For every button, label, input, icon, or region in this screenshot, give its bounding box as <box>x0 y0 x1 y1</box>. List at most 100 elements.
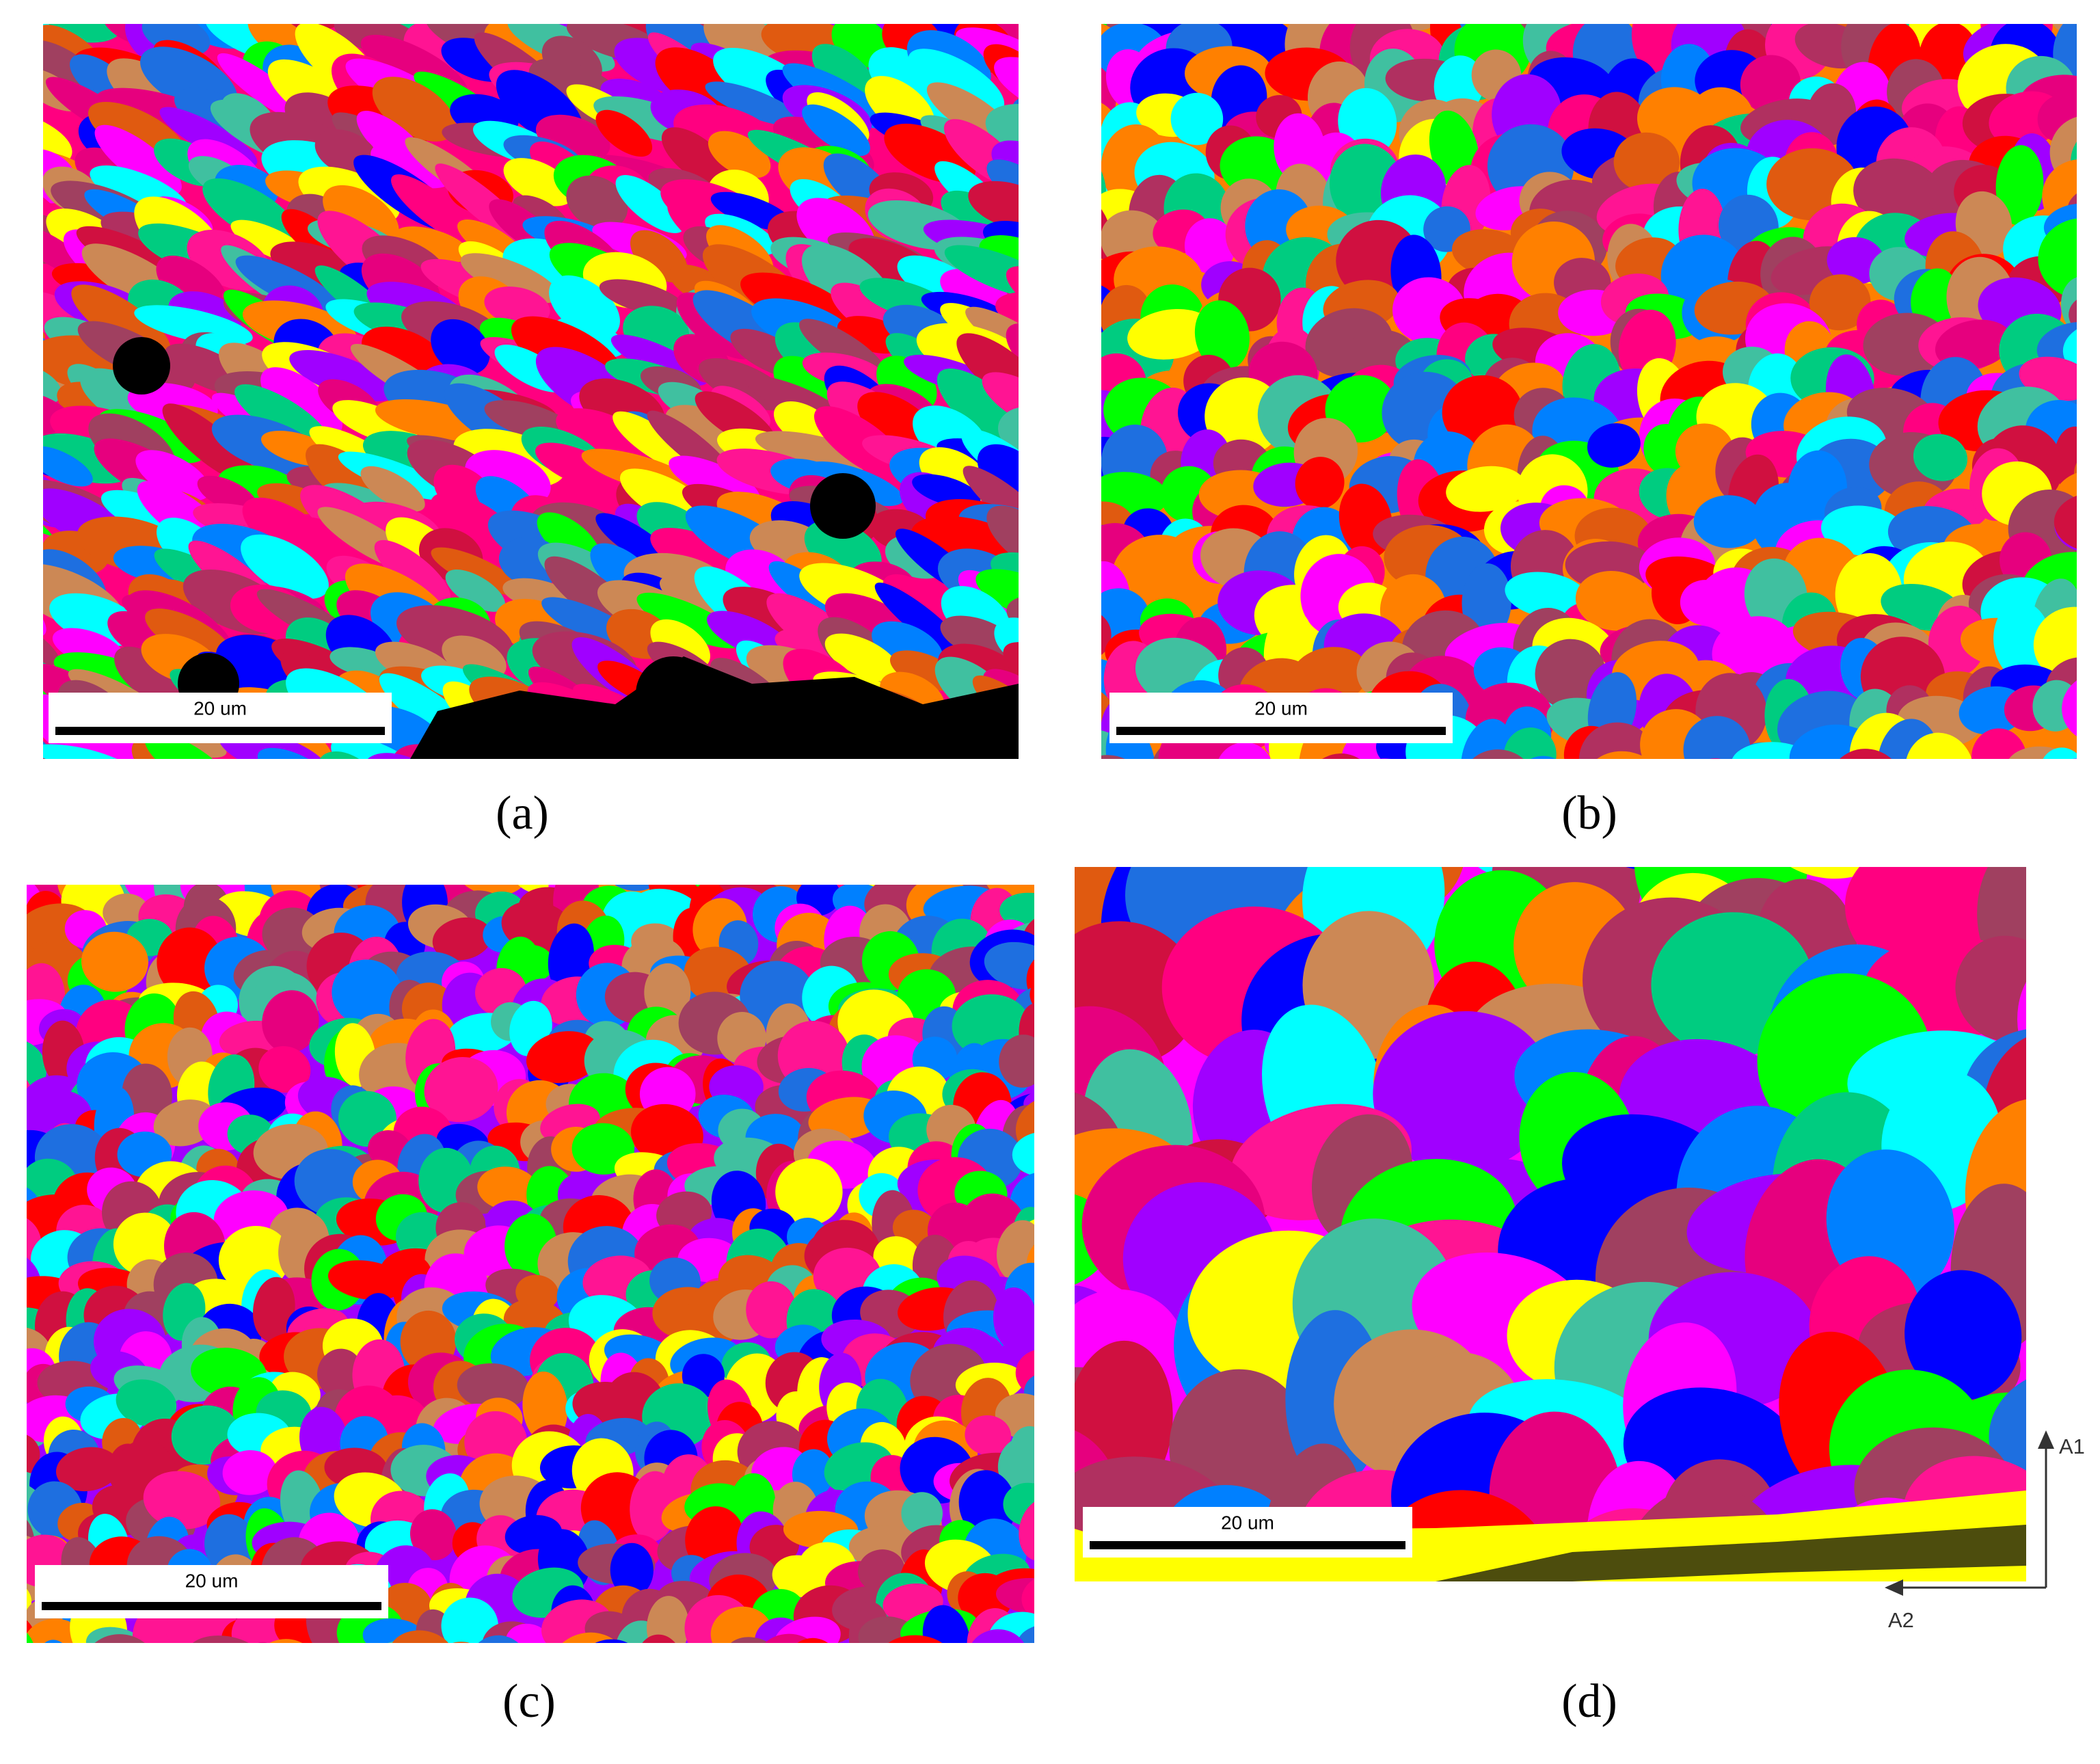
grain <box>0 731 10 805</box>
grain <box>1295 457 1345 509</box>
pore <box>810 473 876 539</box>
grain <box>999 1034 1034 1088</box>
grain <box>1683 716 1751 759</box>
grain <box>901 1492 943 1535</box>
grain <box>1693 495 1764 548</box>
grain <box>0 1170 23 1236</box>
grain <box>1955 935 2026 1042</box>
grain <box>1351 758 1422 759</box>
grain <box>965 1415 1012 1456</box>
grain <box>1101 395 1104 455</box>
grain <box>1987 0 2051 23</box>
grain <box>40 808 88 867</box>
grain <box>0 248 20 334</box>
grain <box>1503 727 1557 759</box>
grain <box>1460 719 1514 759</box>
grain <box>0 705 31 791</box>
grain <box>0 1101 10 1173</box>
grain <box>701 761 811 830</box>
grain <box>1029 518 1096 602</box>
grain <box>2038 217 2077 299</box>
grain <box>1913 433 1968 481</box>
grain <box>0 1535 2 1603</box>
grain <box>1875 752 1965 831</box>
grain <box>746 1281 797 1339</box>
grain <box>991 552 1019 600</box>
grain <box>135 450 211 501</box>
grain <box>43 308 46 344</box>
grain <box>1820 505 1907 557</box>
grain <box>122 1063 172 1126</box>
grain <box>1302 753 1377 759</box>
scale-bar <box>1090 1541 1405 1549</box>
grain <box>1615 0 1704 5</box>
grain <box>0 552 1 602</box>
grain <box>0 1378 3 1428</box>
grain <box>2081 104 2100 169</box>
grain <box>1373 1011 1552 1173</box>
grain <box>317 1348 363 1398</box>
grain <box>2058 1281 2100 1445</box>
grain <box>1159 769 1220 826</box>
grain <box>0 272 10 353</box>
grain <box>257 747 328 759</box>
grain <box>1021 553 1109 624</box>
grain <box>258 1046 311 1093</box>
grain <box>0 362 23 429</box>
grain <box>484 286 550 326</box>
grain <box>252 1639 317 1643</box>
scale-bar-label: 20 um <box>1254 697 1308 719</box>
grain <box>595 758 675 759</box>
grain <box>222 1449 278 1495</box>
grain <box>995 1393 1034 1439</box>
grain <box>288 516 364 557</box>
grain <box>984 941 1034 990</box>
grain <box>43 446 93 487</box>
grain <box>2076 367 2100 449</box>
grain <box>1019 1497 1034 1562</box>
grain <box>1736 775 1790 841</box>
grain <box>34 1640 75 1643</box>
black-region <box>410 656 1019 759</box>
grain <box>583 809 647 866</box>
grain <box>2084 719 2100 794</box>
grain <box>1948 775 2027 844</box>
grain <box>114 646 184 705</box>
grain <box>1971 728 2027 759</box>
grain <box>1170 92 1224 146</box>
grain <box>1904 732 1974 759</box>
grain <box>391 174 479 245</box>
grain <box>0 585 21 650</box>
grain <box>103 893 149 931</box>
grain <box>2033 606 2077 682</box>
grain <box>0 111 14 170</box>
grain <box>556 408 647 459</box>
grain <box>505 1623 552 1643</box>
axis-label: A2 <box>1888 1608 1914 1632</box>
grain <box>145 609 233 664</box>
grain <box>0 0 38 62</box>
grain <box>982 372 1019 433</box>
grain <box>374 539 451 604</box>
grain <box>658 773 750 823</box>
grain <box>768 561 842 618</box>
grain <box>615 174 685 234</box>
grain <box>842 1655 892 1707</box>
grain <box>2089 766 2100 838</box>
grain <box>162 403 256 484</box>
grain <box>1788 0 1849 12</box>
grain <box>785 1638 840 1643</box>
grain <box>939 1646 993 1691</box>
grain <box>0 1154 8 1197</box>
grain <box>1566 0 1650 1</box>
grain <box>260 367 342 438</box>
grain <box>0 751 3 826</box>
grain <box>0 195 37 282</box>
grain <box>331 736 433 759</box>
grain-map <box>1075 867 2100 1581</box>
grain <box>1775 1573 1904 1581</box>
scale-bar-label: 20 um <box>1221 1512 1274 1533</box>
grain <box>919 767 995 825</box>
grain <box>120 1639 196 1720</box>
